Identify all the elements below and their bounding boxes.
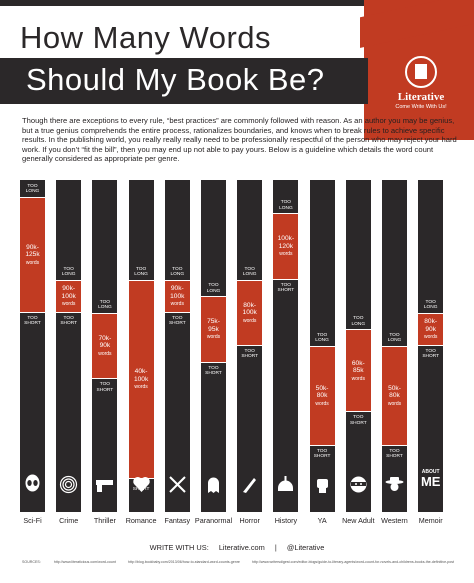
about-me-icon: ABOUT ME: [420, 469, 441, 489]
fist-icon: [316, 479, 328, 493]
range-label: 100k- 120k words: [277, 235, 295, 258]
range-bar: [309, 346, 335, 446]
range-label: 50k- 80k words: [315, 384, 329, 407]
footer: WRITE WITH US: Literative.com | @Literat…: [0, 543, 474, 552]
range-label: 90k- 100k words: [170, 285, 185, 307]
genre-label: Sci-Fi: [23, 516, 42, 525]
logo-tagline: Come Write With Us!: [395, 104, 447, 110]
range-bar: [345, 329, 371, 413]
genre-label: Romance: [125, 516, 157, 525]
sources-label: SOURCES:: [22, 560, 41, 564]
too-long-label: TOO LONG: [170, 266, 185, 277]
too-long-label: TOO LONG: [98, 299, 112, 311]
genre-label: History: [274, 516, 298, 525]
range-bar: [273, 213, 299, 280]
range-bar: [418, 312, 444, 346]
source-link[interactable]: http://www.writersdigest.com/editor-blog…: [251, 560, 455, 564]
too-long-label: TOO LONG: [315, 333, 329, 344]
range-label: 90k- 125k words: [25, 243, 40, 266]
title-backdrop: [0, 8, 360, 58]
intro-paragraph: Though there are exceptions to every rul…: [22, 116, 457, 164]
genre-label: Western: [381, 516, 408, 525]
range-label: 75k- 95k words: [206, 318, 221, 341]
range-label: 90k- 100k words: [61, 285, 76, 307]
range-bar: [128, 279, 154, 479]
too-long-label: TOO LONG: [242, 266, 257, 277]
helmet-icon: [278, 476, 294, 491]
range-label: 80k- 90k words: [424, 318, 438, 341]
range-bar: [164, 279, 190, 313]
genre-label: Fantasy: [164, 516, 191, 525]
genre-label: Horror: [239, 516, 260, 525]
footer-write-label: WRITE WITH US:: [149, 543, 209, 552]
genre-label: Paranormal: [194, 516, 233, 525]
range-label: 70k- 90k words: [98, 335, 112, 357]
genre-label: YA: [317, 516, 327, 525]
alien-icon: [25, 474, 40, 492]
footer-divider: |: [274, 543, 277, 552]
too-long-label: TOO LONG: [25, 183, 40, 194]
heart-icon: [132, 476, 150, 492]
genre-label: Memoir: [418, 516, 443, 525]
too-long-label: TOO LONG: [387, 333, 402, 344]
too-long-label: TOO LONG: [206, 283, 221, 294]
book-icon: [405, 56, 437, 88]
knife-icon: [243, 478, 257, 493]
gun-icon: [96, 480, 114, 492]
genre-column: [237, 180, 263, 512]
range-bar: [382, 346, 407, 446]
source-link[interactable]: http://www.literaticious.com/word-count: [53, 560, 116, 564]
range-label: 60k- 85k words: [351, 359, 365, 382]
genre-column: [164, 180, 190, 512]
genre-column: [418, 180, 444, 512]
page-title-line1: How Many Words: [20, 20, 272, 55]
too-long-label: TOO LONG: [61, 266, 76, 277]
footer-handle-link[interactable]: @Literative: [286, 543, 325, 552]
too-long-label: TOO LONG: [134, 266, 148, 277]
sources: SOURCES: http://www.literaticious.com/wo…: [22, 560, 462, 564]
word-count-chart: TOO LONG 90k- 125k words TOO SHORT Sci-Fi TOO LON…: [20, 180, 456, 525]
too-long-label: TOO LONG: [351, 316, 366, 327]
range-bar: [237, 279, 263, 346]
range-label: 50k- 80k words: [387, 384, 402, 407]
top-bar: [0, 0, 474, 6]
page-title-line2: Should My Book Be?: [26, 62, 325, 97]
literative-logo[interactable]: Literative Come Write With Us!: [373, 56, 469, 126]
logo-name: Literative: [397, 91, 445, 103]
footer-site-link[interactable]: Literative.com: [218, 543, 265, 552]
range-label: 40k- 100k words: [133, 368, 149, 390]
too-long-label: TOO LONG: [423, 299, 438, 311]
cowboy-icon: [385, 477, 404, 491]
genre-column: [56, 180, 82, 512]
ghost-icon: [208, 477, 219, 493]
range-bar: [201, 296, 226, 363]
fingerprint-icon: [60, 475, 78, 494]
swords-icon: [169, 476, 186, 493]
title-band: [0, 58, 368, 104]
source-link[interactable]: http://blog.bookbaby.com/2013/06/how-to-…: [127, 560, 240, 564]
genre-label: Crime: [59, 516, 79, 525]
too-long-label: TOO LONG: [279, 200, 293, 211]
range-label: 80k- 100k words: [242, 301, 257, 324]
genre-label: New Adult: [342, 516, 375, 525]
ninja-icon: [350, 476, 367, 493]
genre-label: Thriller: [93, 516, 116, 525]
range-bar: [20, 196, 45, 313]
range-bar: [92, 312, 118, 380]
range-bar: [56, 279, 82, 313]
